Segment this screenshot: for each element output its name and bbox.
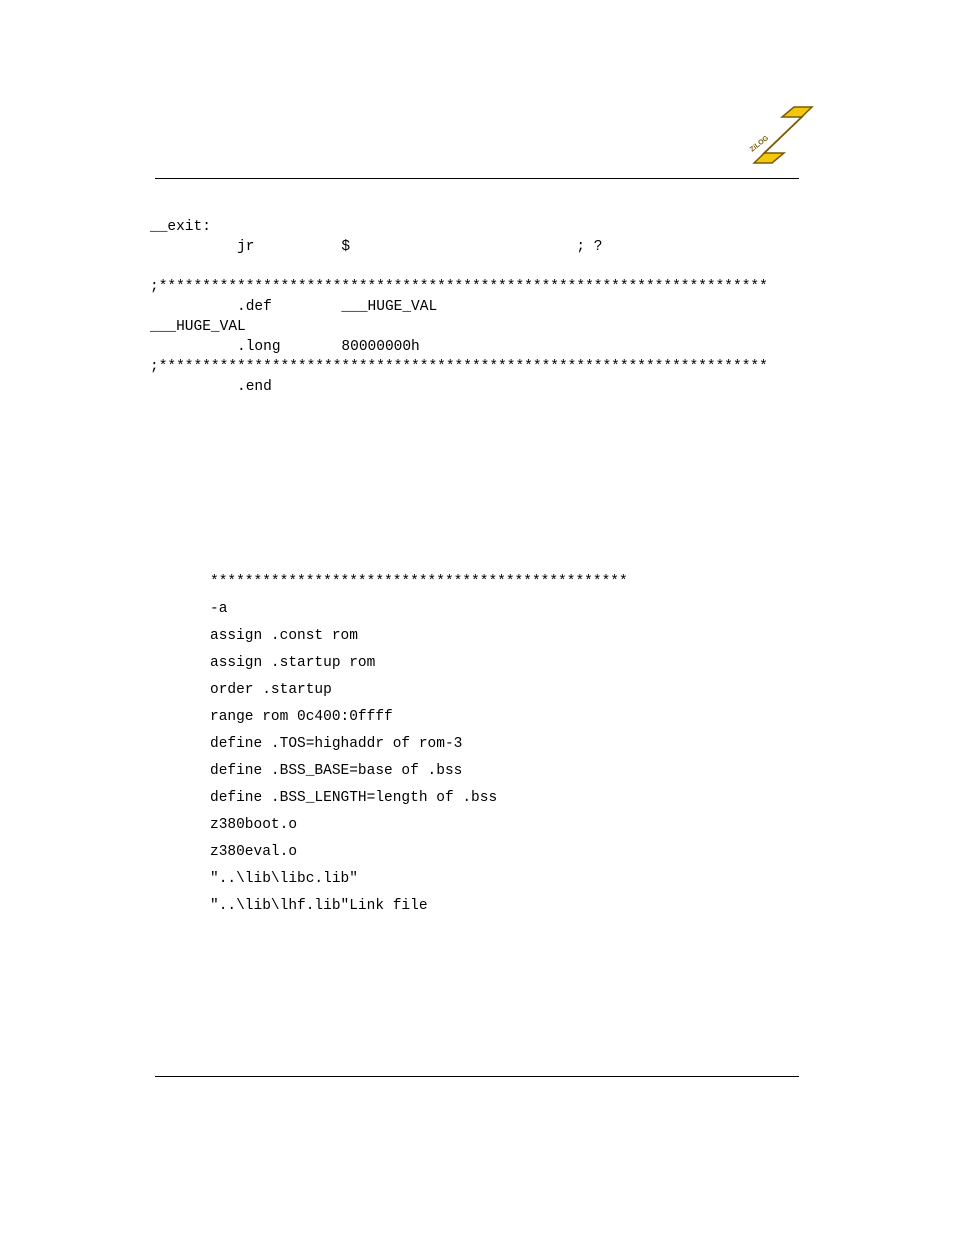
header-rule (155, 178, 799, 179)
code-line: assign .const rom (210, 628, 358, 644)
code-line: jr $ ; ? (150, 239, 602, 255)
code-line: __exit: (150, 219, 211, 235)
code-line: .long 80000000h (150, 339, 420, 355)
code-line: define .BSS_BASE=base of .bss (210, 763, 462, 779)
code-block-link: ****************************************… (210, 542, 799, 920)
zilog-logo: ZiLOG (734, 105, 814, 175)
code-line: ;***************************************… (150, 359, 768, 375)
code-line: ;***************************************… (150, 279, 768, 295)
code-line: "..\lib\libc.lib" (210, 871, 358, 887)
code-line: define .TOS=highaddr of rom-3 (210, 736, 462, 752)
code-line: ****************************************… (210, 574, 628, 590)
code-line: .def ___HUGE_VAL (150, 299, 437, 315)
code-line: range rom 0c400:0ffff (210, 709, 393, 725)
code-line: ___HUGE_VAL (150, 319, 246, 335)
code-line: define .BSS_LENGTH=length of .bss (210, 790, 497, 806)
code-line: "..\lib\lhf.lib"Link file (210, 898, 428, 914)
page-content: ZiLOG __exit: jr $ ; ? ;****************… (155, 110, 799, 920)
footer-rule (155, 1076, 799, 1077)
code-line: -a (210, 601, 227, 617)
code-line: order .startup (210, 682, 332, 698)
code-line: .end (150, 379, 272, 395)
code-block-asm: __exit: jr $ ; ? ;**********************… (150, 197, 799, 397)
code-line: assign .startup rom (210, 655, 375, 671)
code-line: z380eval.o (210, 844, 297, 860)
code-line: z380boot.o (210, 817, 297, 833)
